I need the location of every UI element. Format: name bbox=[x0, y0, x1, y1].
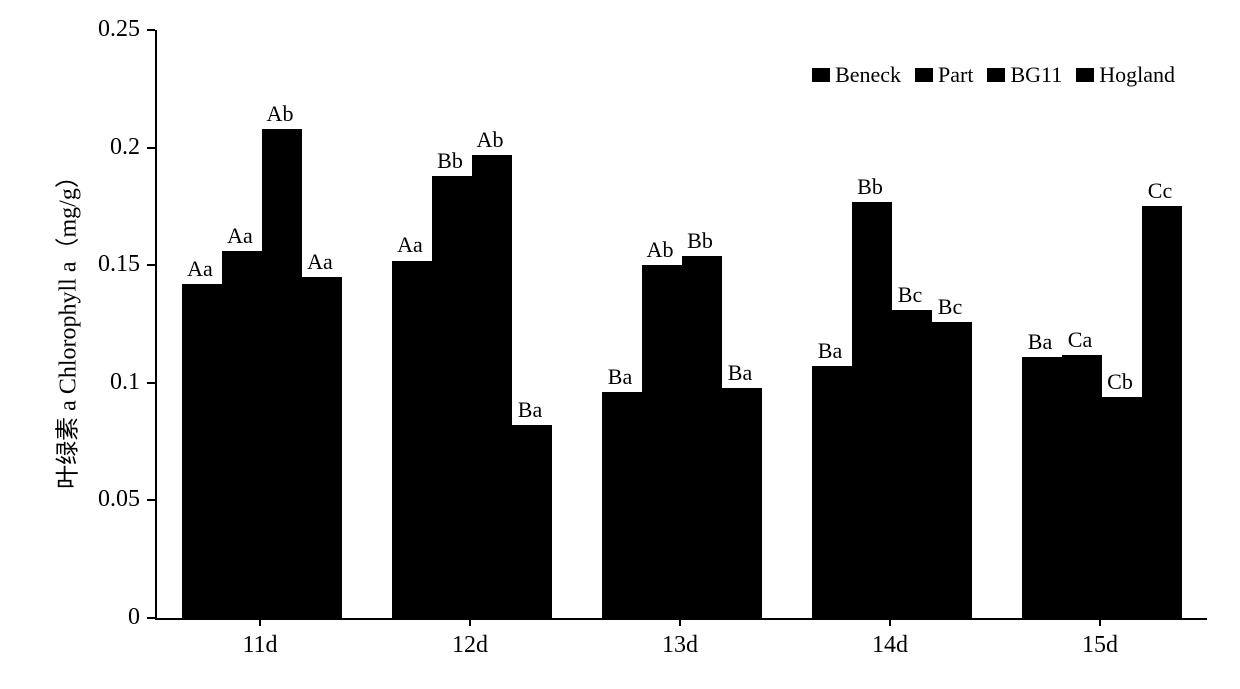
x-category-label: 14d bbox=[872, 632, 908, 659]
bar-significance-label: Cb bbox=[1107, 369, 1133, 395]
legend-item: Part bbox=[915, 62, 973, 88]
legend-swatch bbox=[915, 68, 933, 82]
bar-significance-label: Bb bbox=[857, 174, 883, 200]
bar bbox=[1022, 357, 1062, 618]
bar bbox=[1102, 397, 1142, 618]
bar bbox=[302, 277, 342, 618]
y-tick-label: 0.15 bbox=[75, 251, 140, 278]
bar-significance-label: Cc bbox=[1148, 178, 1172, 204]
bar-significance-label: Ba bbox=[608, 364, 632, 390]
y-axis-label: 叶绿素 a Chlorophyll a（mg/g） bbox=[48, 117, 83, 537]
bar-significance-label: Bc bbox=[898, 282, 922, 308]
x-tick bbox=[469, 618, 471, 626]
legend: Beneck Part BG11 Hogland bbox=[812, 62, 1175, 88]
x-category-label: 13d bbox=[662, 632, 698, 659]
legend-label: BG11 bbox=[1010, 62, 1062, 88]
legend-label: Beneck bbox=[835, 62, 901, 88]
bar bbox=[852, 202, 892, 618]
bar bbox=[512, 425, 552, 618]
legend-item: BG11 bbox=[987, 62, 1062, 88]
y-tick bbox=[147, 147, 155, 149]
y-tick bbox=[147, 29, 155, 31]
bar bbox=[682, 256, 722, 618]
bar bbox=[642, 265, 682, 618]
bar bbox=[392, 261, 432, 619]
bar-significance-label: Ab bbox=[477, 127, 504, 153]
bar-significance-label: Bb bbox=[687, 228, 713, 254]
bar bbox=[1142, 206, 1182, 618]
legend-swatch bbox=[812, 68, 830, 82]
bar bbox=[182, 284, 222, 618]
legend-swatch bbox=[1076, 68, 1094, 82]
bar-significance-label: Aa bbox=[397, 232, 423, 258]
legend-item: Beneck bbox=[812, 62, 901, 88]
bar-significance-label: Ca bbox=[1068, 327, 1092, 353]
x-tick bbox=[1099, 618, 1101, 626]
y-tick bbox=[147, 499, 155, 501]
bar bbox=[432, 176, 472, 618]
plot-area bbox=[155, 30, 1207, 620]
y-tick-label: 0.2 bbox=[75, 134, 140, 161]
legend-label: Hogland bbox=[1099, 62, 1175, 88]
bar-significance-label: Ab bbox=[647, 237, 674, 263]
chlorophyll-chart: 叶绿素 a Chlorophyll a（mg/g） Beneck Part BG11… bbox=[20, 20, 1220, 669]
bar-significance-label: Aa bbox=[307, 249, 333, 275]
legend-label: Part bbox=[938, 62, 973, 88]
y-tick-label: 0.1 bbox=[75, 369, 140, 396]
bar-significance-label: Aa bbox=[187, 256, 213, 282]
bar bbox=[812, 366, 852, 618]
bar-significance-label: Ab bbox=[267, 101, 294, 127]
bar bbox=[1062, 355, 1102, 618]
x-category-label: 12d bbox=[452, 632, 488, 659]
x-tick bbox=[679, 618, 681, 626]
x-tick bbox=[889, 618, 891, 626]
x-tick bbox=[259, 618, 261, 626]
bar bbox=[932, 322, 972, 618]
x-category-label: 11d bbox=[242, 632, 277, 659]
bar bbox=[262, 129, 302, 618]
legend-item: Hogland bbox=[1076, 62, 1175, 88]
bar bbox=[472, 155, 512, 618]
bar bbox=[222, 251, 262, 618]
y-tick bbox=[147, 617, 155, 619]
bar-significance-label: Bc bbox=[938, 294, 962, 320]
bar-significance-label: Ba bbox=[728, 360, 752, 386]
y-tick-label: 0.05 bbox=[75, 486, 140, 513]
y-tick-label: 0.25 bbox=[75, 16, 140, 43]
bar bbox=[892, 310, 932, 618]
bar-significance-label: Bb bbox=[437, 148, 463, 174]
legend-swatch bbox=[987, 68, 1005, 82]
y-tick-label: 0 bbox=[75, 604, 140, 631]
bar-significance-label: Aa bbox=[227, 223, 253, 249]
bar-significance-label: Ba bbox=[818, 338, 842, 364]
y-tick bbox=[147, 382, 155, 384]
bar-significance-label: Ba bbox=[518, 397, 542, 423]
bar bbox=[602, 392, 642, 618]
x-category-label: 15d bbox=[1082, 632, 1118, 659]
bar bbox=[722, 388, 762, 618]
bar-significance-label: Ba bbox=[1028, 329, 1052, 355]
y-tick bbox=[147, 264, 155, 266]
